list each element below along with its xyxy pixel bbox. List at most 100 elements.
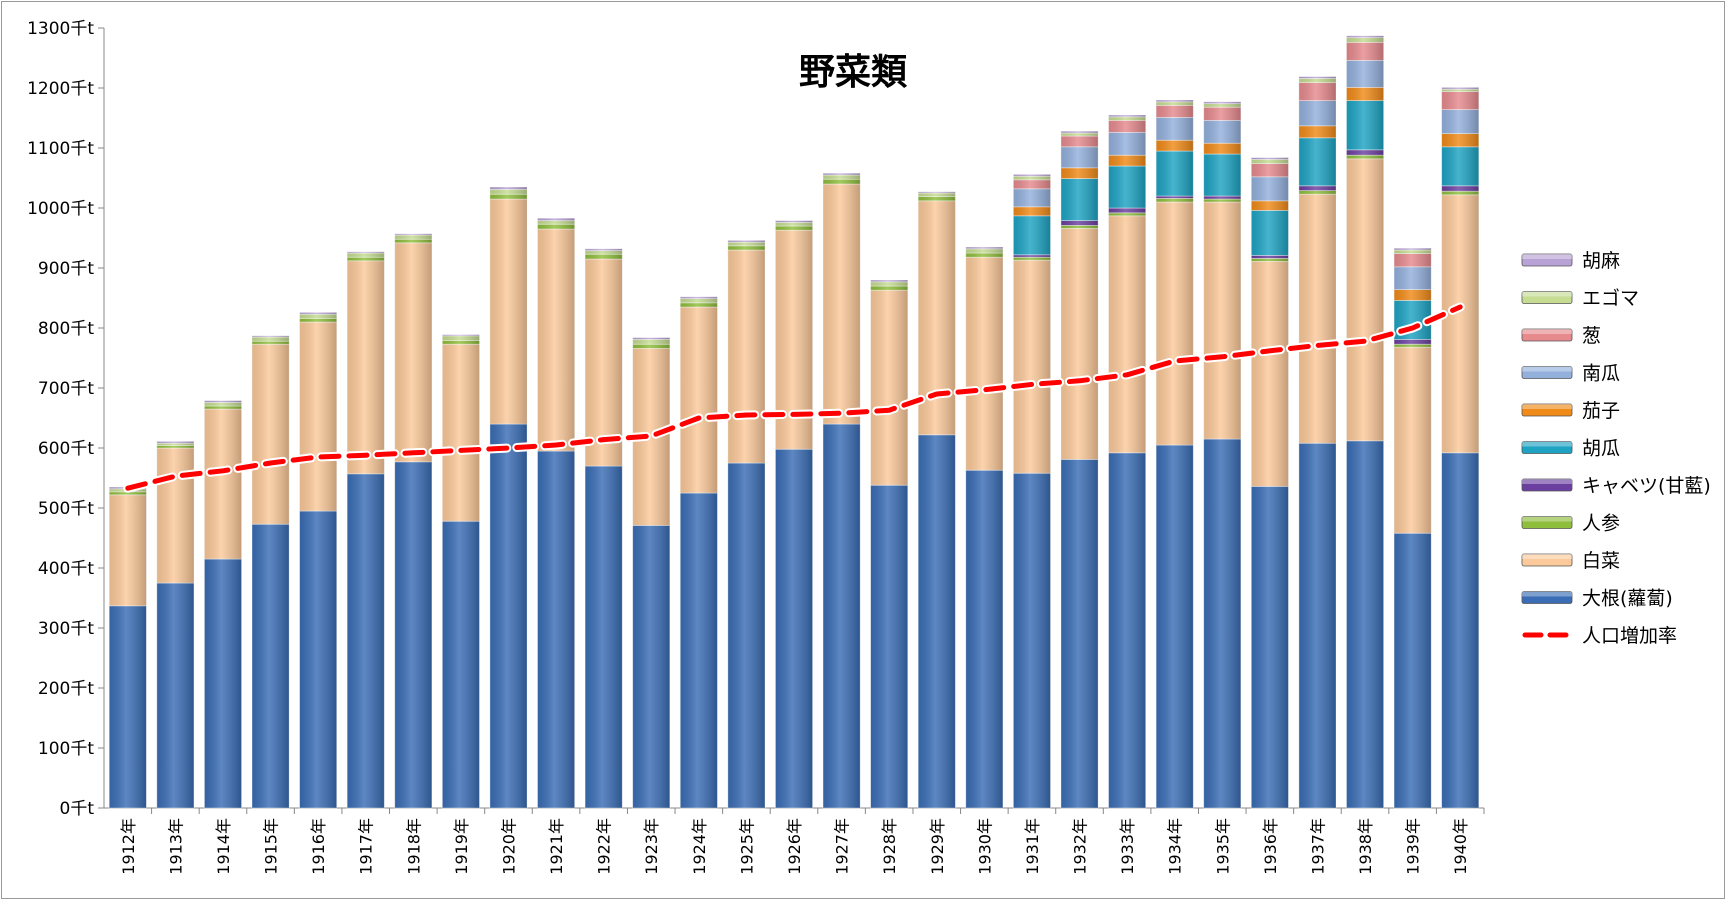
bar-segment-shade — [680, 493, 718, 808]
bar-segment-shade — [537, 220, 575, 225]
bars — [108, 35, 1480, 809]
bar-segment-shade — [1156, 101, 1194, 106]
legend-swatch — [1521, 553, 1573, 567]
bar-segment-shade — [156, 583, 194, 808]
x-tick-label: 1926年 — [785, 818, 804, 875]
bar-segment-shade — [204, 402, 242, 406]
bar-segment-shade — [1156, 445, 1194, 808]
bar-segment-shade — [1394, 344, 1432, 348]
bar-segment-shade — [1298, 100, 1337, 126]
bar-segment-shade — [1203, 143, 1241, 154]
bar-segment-shade — [1013, 254, 1051, 258]
x-tick-label: 1931年 — [1023, 818, 1042, 875]
bar-segment-shade — [109, 494, 147, 606]
bar-segment-shade — [1251, 210, 1289, 256]
bar-segment-shade — [1441, 89, 1479, 92]
x-tick-label: 1915年 — [262, 818, 281, 875]
bar-segment-shade — [156, 443, 194, 446]
bar-segment-shade — [1013, 188, 1051, 207]
bar-segment-shade — [1251, 261, 1289, 487]
x-tick-label: 1938年 — [1356, 818, 1375, 875]
bar-segment-shade — [442, 335, 480, 341]
legend-label: 南瓜 — [1582, 363, 1620, 385]
bar-segment-shade — [823, 173, 861, 175]
bar-segment-shade — [109, 605, 147, 808]
bar-segment-shade — [1441, 146, 1479, 186]
bar-segment-shade — [680, 298, 718, 303]
bar-segment-shade — [489, 194, 528, 199]
bar-segment-shade — [727, 242, 765, 246]
bar-segment-shade — [1346, 37, 1384, 43]
legend-swatch — [1521, 591, 1573, 604]
legend-swatch-highlight — [1522, 291, 1572, 297]
population-line — [123, 302, 1465, 493]
bar-segment-shade — [775, 449, 813, 808]
bar-segment-shade — [870, 281, 908, 286]
bar-segment-shade — [680, 307, 718, 493]
y-tick-label: 100千t — [38, 739, 94, 759]
x-tick-label: 1937年 — [1308, 818, 1327, 875]
bar-segment-shade — [1298, 194, 1337, 444]
x-tick-label: 1912年 — [119, 818, 138, 875]
bar-segment-shade — [585, 254, 623, 259]
bar-segment-shade — [1346, 100, 1384, 150]
bar-segment-shade — [680, 302, 718, 307]
bar-segment-shade — [489, 187, 528, 190]
legend-swatch — [1521, 516, 1573, 529]
legend-label: 胡麻 — [1582, 250, 1620, 272]
bar-segment-shade — [965, 253, 1003, 258]
x-tick-label: 1928年 — [880, 818, 899, 875]
bar-segment-shade — [394, 233, 432, 235]
legend-label: 胡瓜 — [1582, 438, 1620, 460]
bar-segment-shade — [585, 259, 623, 466]
y-tick-label: 1300千t — [27, 19, 94, 39]
bar-segment-shade — [1156, 105, 1194, 118]
bar-segment-shade — [1346, 155, 1384, 159]
legend-swatch-highlight — [1522, 254, 1572, 259]
bar-segment-shade — [1108, 215, 1146, 453]
bar-segment-shade — [347, 260, 385, 474]
bar-segment-shade — [1251, 176, 1289, 201]
bar-segment-shade — [299, 511, 337, 808]
x-tick-label: 1925年 — [737, 818, 756, 875]
bar-segment-shade — [1203, 154, 1241, 196]
bar-segment-shade — [1013, 260, 1051, 474]
bar-segment-shade — [1060, 146, 1099, 168]
bar-segment-shade — [1346, 149, 1384, 156]
bar-segment-shade — [1156, 100, 1194, 102]
legend-swatch — [1521, 441, 1573, 454]
bar-segment-shade — [442, 334, 480, 336]
bar-segment-shade — [1060, 136, 1099, 147]
bar-segment-shade — [1251, 486, 1289, 808]
bar-segment-shade — [1060, 228, 1099, 460]
legend-swatch — [1521, 478, 1573, 492]
legend-swatch — [1521, 253, 1573, 267]
bar-segment-shade — [775, 220, 813, 223]
x-tick-label: 1913年 — [166, 818, 185, 875]
bar-segment-shade — [823, 179, 861, 184]
bar-segment-shade — [1441, 191, 1479, 195]
bar-segment-shade — [299, 314, 337, 319]
x-tick-label: 1939年 — [1404, 818, 1423, 875]
bar-segment-shade — [1060, 459, 1099, 808]
bar-segment-shade — [251, 335, 290, 337]
x-tick-label: 1924年 — [690, 818, 709, 875]
bar-segment-shade — [347, 253, 385, 258]
legend-label: 茄子 — [1582, 400, 1620, 422]
bar-segment-shade — [585, 250, 623, 255]
bar-segment-shade — [204, 409, 242, 559]
bar-segment-shade — [1108, 132, 1146, 156]
bar-segment-shade — [1108, 212, 1146, 216]
y-tick-label: 800千t — [38, 319, 94, 339]
legend-label: 人口増加率 — [1582, 625, 1677, 647]
bar-segment-shade — [585, 248, 623, 251]
legend-label: 人参 — [1582, 513, 1620, 535]
bar-segment-shade — [1298, 443, 1337, 808]
bar-segment-shade — [489, 424, 528, 808]
bar-segment-shade — [156, 445, 194, 448]
bar-segment-shade — [489, 199, 528, 424]
bar-segment-shade — [1013, 473, 1051, 808]
bar-segment-shade — [823, 175, 861, 180]
x-tick-label: 1914年 — [214, 818, 233, 875]
bar-segment-shade — [680, 296, 718, 299]
